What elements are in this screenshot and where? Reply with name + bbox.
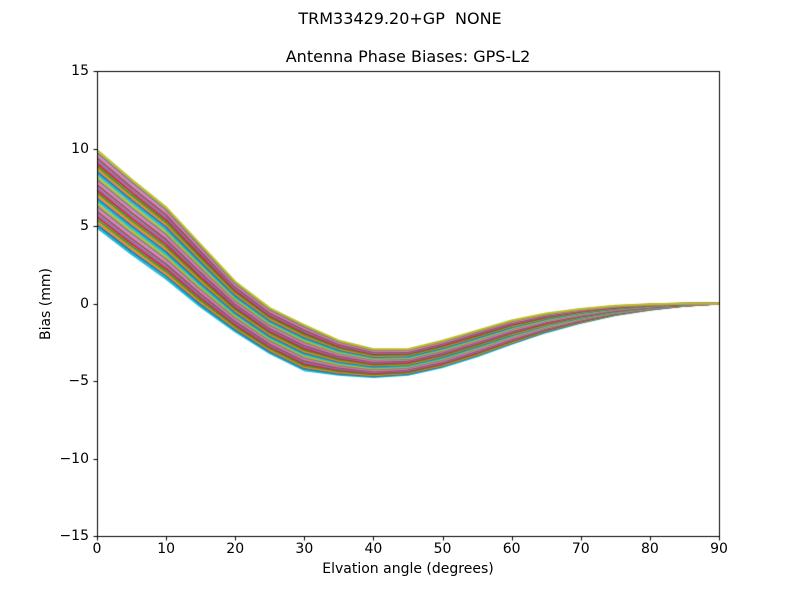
x-tick-label: 40 bbox=[364, 541, 383, 557]
y-tick-label: 0 bbox=[80, 295, 89, 312]
x-tick-label: 20 bbox=[226, 541, 245, 557]
x-tick-label: 0 bbox=[92, 541, 102, 557]
y-tick-label: −5 bbox=[68, 373, 89, 389]
x-tick-label: 10 bbox=[157, 541, 176, 557]
y-tick-label: 15 bbox=[71, 63, 89, 79]
x-tick-label: 50 bbox=[433, 541, 452, 557]
y-axis-label: Bias (mm) bbox=[38, 267, 54, 341]
suptitle: TRM33429.20+GP NONE bbox=[298, 9, 502, 28]
axes-title: Antenna Phase Biases: GPS-L2 bbox=[285, 47, 531, 66]
y-tick-label: −15 bbox=[59, 528, 89, 544]
x-tick-label: 60 bbox=[502, 541, 521, 557]
x-tick-label: 30 bbox=[295, 541, 314, 557]
y-tick-label: 10 bbox=[71, 140, 89, 157]
x-tick-label: 80 bbox=[640, 541, 659, 557]
x-axis-label: Elvation angle (degrees) bbox=[322, 561, 494, 577]
x-tick-label: 70 bbox=[571, 541, 590, 557]
y-tick-label: −10 bbox=[59, 450, 89, 467]
x-tick-label: 90 bbox=[710, 541, 728, 557]
y-tick-label: 5 bbox=[80, 218, 89, 234]
